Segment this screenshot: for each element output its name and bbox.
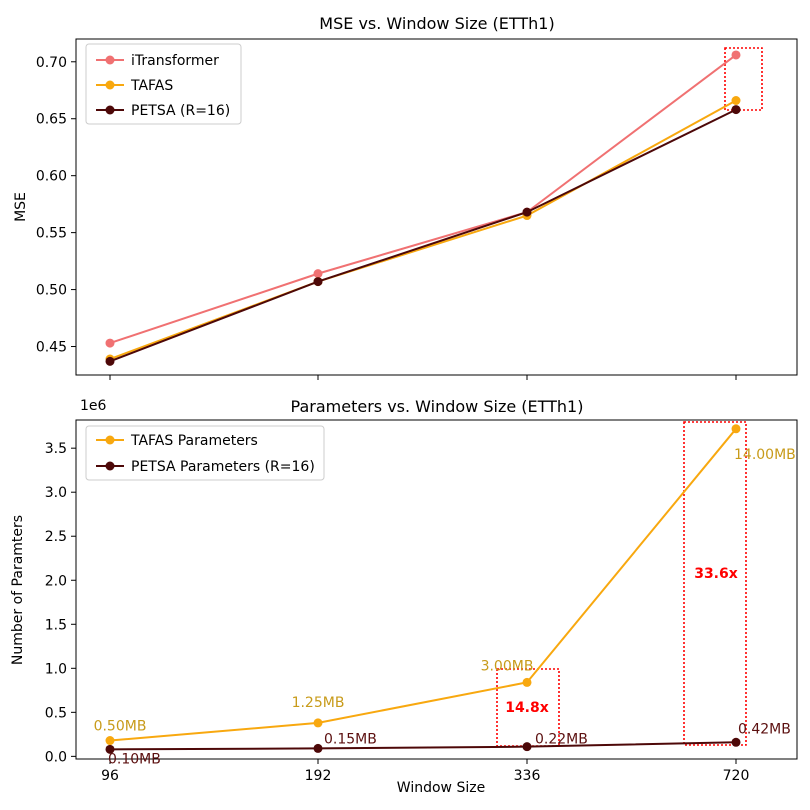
y-tick-label: 0.60 xyxy=(36,169,67,185)
series-line xyxy=(109,54,737,345)
series-line xyxy=(109,428,737,742)
mse-y-axis-label: MSE xyxy=(13,192,29,222)
mse-highlight-box xyxy=(724,47,763,111)
data-label: 0.42MB xyxy=(738,721,791,737)
x-tick-label: 336 xyxy=(514,768,541,784)
data-point xyxy=(313,269,323,279)
mse-legend-frame xyxy=(85,43,242,125)
y-tick-label: 0.65 xyxy=(36,112,67,128)
y-tick-label: 0.5 xyxy=(45,705,67,721)
legend-label-tafas: TAFAS xyxy=(130,78,173,94)
data-point xyxy=(105,744,115,754)
data-point xyxy=(105,736,115,746)
data-label: 0.15MB xyxy=(324,731,377,747)
y-tick-label: 2.5 xyxy=(45,529,67,545)
legend-marker-tafas xyxy=(105,80,115,90)
legend-marker-petsa-params xyxy=(105,461,115,471)
mse-legend: iTransformer TAFAS PETSA (R=16) xyxy=(85,43,242,125)
data-label: 14.00MB xyxy=(734,447,796,463)
y-tick-label: 1.5 xyxy=(45,617,67,633)
x-tick-label: 720 xyxy=(723,768,750,784)
params-chart: Parameters vs. Window Size (ETTh1) 1e6 N… xyxy=(10,397,798,796)
data-point xyxy=(313,718,323,728)
params-legend-frame xyxy=(85,425,325,481)
data-point xyxy=(731,96,741,106)
data-point xyxy=(522,677,532,687)
data-point xyxy=(731,105,741,115)
mse-y-ticks: 0.45 0.50 0.55 0.60 0.65 0.70 xyxy=(36,55,76,356)
mse-chart: MSE vs. Window Size (ETTh1) MSE 0.45 0.50… xyxy=(13,14,798,380)
series-line xyxy=(109,108,737,363)
y-tick-label: 0.0 xyxy=(45,749,67,765)
mse-chart-title: MSE vs. Window Size (ETTh1) xyxy=(319,14,554,33)
data-point xyxy=(731,737,741,747)
params-plot-area xyxy=(75,419,798,760)
series-line xyxy=(109,99,737,360)
legend-marker-tafas-params xyxy=(105,435,115,445)
data-label: 0.50MB xyxy=(94,719,147,735)
data-label: 0.10MB xyxy=(108,751,161,767)
x-tick-label: 96 xyxy=(101,768,119,784)
params-x-ticks: 96 192 336 720 xyxy=(101,759,749,784)
y-tick-label: 0.55 xyxy=(36,226,67,242)
params-x-axis-label: Window Size xyxy=(397,780,485,796)
series-line xyxy=(109,741,737,751)
mse-x-ticks xyxy=(109,375,737,380)
y-tick-label: 0.50 xyxy=(36,283,67,299)
data-label: 0.22MB xyxy=(535,732,588,748)
data-point xyxy=(313,743,323,753)
data-point xyxy=(731,50,741,60)
params-y-axis-label: Number of Paramters xyxy=(10,515,26,665)
y-tick-label: 1.0 xyxy=(45,661,67,677)
ratio-label-720: 33.6x xyxy=(694,566,738,582)
params-highlight-box-720 xyxy=(683,421,747,746)
data-point xyxy=(522,742,532,752)
params-y-ticks: 0.0 0.5 1.0 1.5 2.0 2.5 3.0 3.5 xyxy=(45,441,76,765)
params-series xyxy=(105,424,741,754)
legend-label-itransformer: iTransformer xyxy=(131,53,219,69)
data-point xyxy=(313,277,323,287)
data-point xyxy=(105,356,115,366)
y-tick-label: 0.70 xyxy=(36,55,67,71)
data-point xyxy=(522,207,532,217)
params-legend: TAFAS Parameters PETSA Parameters (R=16) xyxy=(85,425,325,481)
y-tick-label: 3.0 xyxy=(45,485,67,501)
x-tick-label: 192 xyxy=(305,768,332,784)
data-point xyxy=(105,338,115,348)
mse-series xyxy=(105,50,741,366)
legend-marker-petsa xyxy=(105,105,115,115)
params-offset-label: 1e6 xyxy=(80,398,107,414)
mse-plot-area xyxy=(75,38,798,376)
y-tick-label: 2.0 xyxy=(45,573,67,589)
y-tick-label: 0.45 xyxy=(36,340,67,356)
y-tick-label: 3.5 xyxy=(45,441,67,457)
params-data-labels: 0.50MB 1.25MB 3.00MB 14.00MB 0.10MB 0.15MB 0.2… xyxy=(94,447,796,768)
data-point xyxy=(731,424,741,434)
legend-label-tafas-params: TAFAS Parameters xyxy=(130,433,258,449)
ratio-label-336: 14.8x xyxy=(505,700,549,716)
legend-marker-itransformer xyxy=(105,55,115,65)
legend-label-petsa: PETSA (R=16) xyxy=(131,103,230,119)
legend-label-petsa-params: PETSA Parameters (R=16) xyxy=(131,459,315,475)
data-label: 3.00MB xyxy=(481,658,534,674)
params-chart-title: Parameters vs. Window Size (ETTh1) xyxy=(291,397,584,416)
data-label: 1.25MB xyxy=(292,695,345,711)
